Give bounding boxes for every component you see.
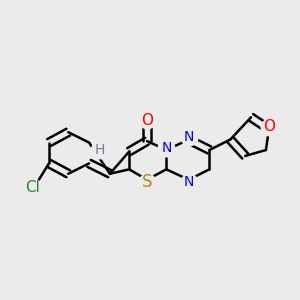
Text: N: N [184, 130, 194, 144]
Text: O: O [141, 113, 153, 128]
Text: O: O [263, 119, 275, 134]
Text: H: H [94, 143, 105, 157]
Text: N: N [161, 141, 172, 154]
Text: Cl: Cl [25, 180, 40, 195]
Text: N: N [184, 175, 194, 189]
Text: S: S [142, 173, 152, 191]
